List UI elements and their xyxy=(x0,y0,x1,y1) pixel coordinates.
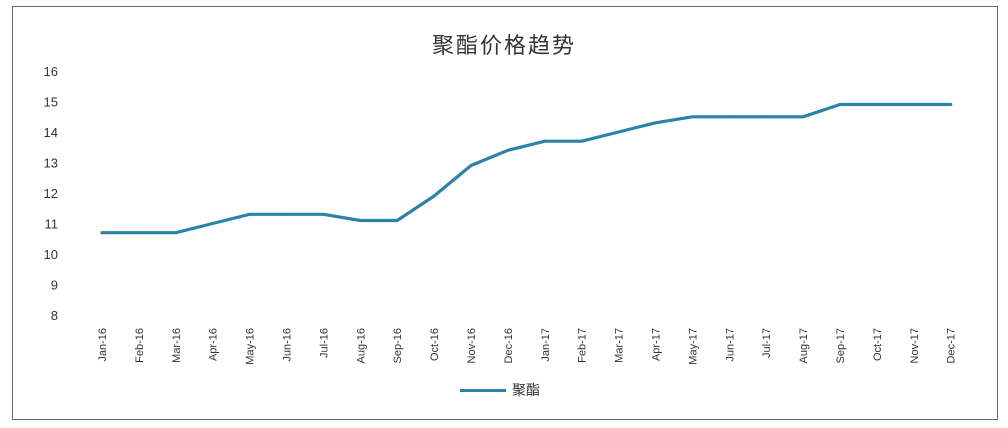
plot-area xyxy=(100,102,953,235)
data-point xyxy=(617,130,620,134)
x-tick-label: Apr-16 xyxy=(208,328,220,361)
x-tick-label: May-16 xyxy=(245,328,257,365)
data-point xyxy=(469,164,473,167)
y-tick-label: 9 xyxy=(51,278,58,293)
y-tick-label: 11 xyxy=(45,217,59,232)
legend-label: 聚酯 xyxy=(512,383,540,399)
x-tick-label: Mar-16 xyxy=(171,328,183,363)
x-tick-label: Sep-17 xyxy=(835,328,847,363)
data-point xyxy=(654,121,657,125)
y-tick-label: 10 xyxy=(44,247,58,262)
data-point xyxy=(580,139,584,143)
data-point xyxy=(875,103,879,106)
x-tick-label: Oct-17 xyxy=(872,328,884,361)
data-point xyxy=(248,212,252,216)
data-point xyxy=(137,231,141,235)
y-tick-label: 16 xyxy=(44,64,58,79)
x-tick-label: Jan-17 xyxy=(540,328,552,362)
x-tick-label: Aug-17 xyxy=(798,328,810,363)
data-point xyxy=(285,212,288,216)
x-tick-label: Jun-16 xyxy=(282,328,294,362)
y-tick-label: 14 xyxy=(44,125,58,140)
chart-title: 聚酯价格趋势 xyxy=(431,34,576,59)
data-point xyxy=(174,231,178,235)
data-point xyxy=(949,103,953,106)
x-tick-label: Aug-16 xyxy=(355,328,367,363)
x-tick-label: May-17 xyxy=(687,328,699,365)
x-tick-label: Mar-17 xyxy=(614,328,626,363)
x-tick-label: Dec-16 xyxy=(503,328,515,363)
y-tick-label: 13 xyxy=(44,156,58,171)
legend: 聚酯 xyxy=(460,380,540,400)
x-axis: Jan-16 Feb-16 Mar-16 Apr-16 May-16 Jun-16 Jul-… xyxy=(97,328,958,365)
x-tick-label: Nov-16 xyxy=(466,328,478,363)
data-point xyxy=(506,148,510,152)
data-point xyxy=(100,231,104,235)
y-tick-label: 8 xyxy=(51,308,58,323)
x-tick-label: Dec-17 xyxy=(946,328,958,363)
x-tick-label: Feb-17 xyxy=(577,328,589,363)
x-tick-label: Jul-16 xyxy=(318,328,330,358)
series-line xyxy=(100,102,953,235)
data-point xyxy=(727,115,731,119)
chart-frame xyxy=(12,6,998,420)
x-tick-label: Jun-17 xyxy=(724,328,736,362)
y-tick-label: 15 xyxy=(44,95,58,110)
x-tick-label: Sep-16 xyxy=(392,328,404,363)
x-tick-label: Nov-17 xyxy=(909,328,921,363)
x-tick-label: Jul-17 xyxy=(761,328,773,358)
data-point xyxy=(764,115,768,119)
x-tick-label: Feb-16 xyxy=(134,328,146,363)
x-tick-label: Oct-16 xyxy=(429,328,441,361)
y-axis: 8 9 10 11 12 13 14 15 16 xyxy=(44,64,58,323)
x-tick-label: Jan-16 xyxy=(97,328,109,362)
data-point xyxy=(912,103,916,106)
data-point xyxy=(358,219,362,222)
data-point xyxy=(801,115,805,119)
data-point xyxy=(322,212,325,216)
data-point xyxy=(691,115,694,119)
x-tick-label: Apr-17 xyxy=(651,328,663,361)
data-point xyxy=(211,222,215,225)
data-point xyxy=(432,194,436,198)
data-point xyxy=(838,103,842,106)
data-point xyxy=(395,219,399,222)
legend-swatch xyxy=(460,388,506,392)
y-tick-label: 12 xyxy=(44,186,58,201)
data-point xyxy=(543,139,547,143)
